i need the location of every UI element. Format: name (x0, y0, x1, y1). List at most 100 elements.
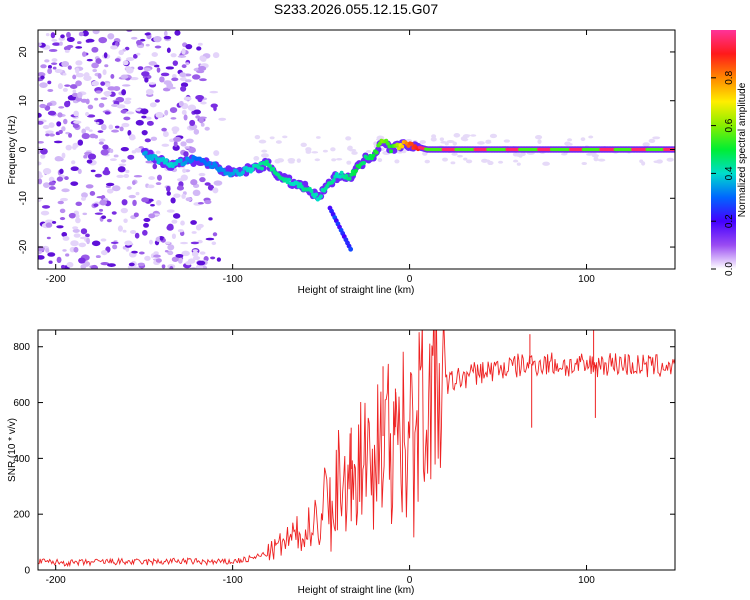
noise-speckle (45, 133, 50, 137)
signal-mark (344, 173, 349, 178)
noise-speckle (51, 58, 58, 62)
noise-speckle (73, 110, 79, 117)
noise-speckle (155, 150, 161, 154)
noise-speckle (102, 144, 109, 150)
noise-speckle (183, 114, 188, 121)
noise-speckle (105, 182, 115, 187)
noise-speckle (42, 125, 50, 130)
noise-speckle (46, 236, 51, 240)
noise-speckle (191, 231, 197, 234)
noise-speckle (213, 150, 220, 156)
noise-speckle (199, 251, 206, 255)
noise-speckle (163, 35, 172, 40)
noise-speckle (98, 208, 104, 212)
noise-speckle (666, 157, 674, 162)
noise-speckle (136, 39, 142, 46)
bottom-y-tick-label: 0 (24, 566, 30, 577)
noise-speckle (38, 174, 44, 179)
noise-speckle (61, 61, 70, 68)
noise-speckle (94, 212, 103, 215)
noise-speckle (51, 39, 58, 42)
noise-speckle (193, 128, 200, 135)
noise-speckle (64, 49, 70, 53)
noise-speckle (62, 72, 67, 76)
noise-speckle (208, 217, 213, 221)
noise-speckle (451, 152, 458, 156)
noise-speckle (45, 33, 50, 37)
noise-speckle (38, 72, 46, 77)
noise-speckle (166, 47, 171, 53)
noise-speckle (68, 132, 73, 138)
noise-speckle (170, 117, 177, 120)
noise-speckle (48, 260, 53, 264)
noise-speckle (442, 157, 448, 162)
noise-speckle (54, 68, 63, 74)
noise-speckle (91, 80, 100, 86)
top-x-axis-label: Height of straight line (km) (298, 285, 415, 296)
noise-speckle (169, 265, 174, 269)
noise-speckle (311, 151, 319, 154)
noise-speckle (107, 86, 116, 91)
noise-speckle (73, 120, 82, 124)
signal-mark (221, 168, 226, 173)
noise-speckle (85, 233, 90, 238)
noise-speckle (75, 201, 82, 206)
signal-mark (250, 167, 255, 172)
noise-speckle (71, 160, 76, 165)
noise-speckle (210, 256, 216, 260)
noise-speckle (114, 58, 121, 62)
noise-speckle (107, 263, 116, 267)
noise-speckle (59, 41, 63, 46)
noise-speckle (166, 191, 171, 196)
noise-speckle (145, 88, 154, 95)
noise-speckle (200, 122, 205, 127)
noise-speckle (597, 158, 606, 162)
noise-speckle (195, 224, 202, 231)
noise-speckle (586, 153, 593, 156)
noise-speckle (95, 58, 102, 64)
noise-speckle (144, 77, 149, 83)
noise-speckle (91, 62, 99, 69)
noise-speckle (503, 139, 511, 143)
noise-speckle (78, 257, 86, 264)
noise-speckle (53, 140, 63, 144)
noise-speckle (174, 30, 181, 36)
noise-speckle (104, 167, 109, 174)
noise-speckle (181, 109, 187, 116)
noise-speckle (134, 147, 142, 153)
noise-speckle (56, 121, 62, 127)
noise-speckle (118, 163, 127, 167)
noise-speckle (49, 133, 55, 137)
noise-speckle (59, 208, 66, 214)
noise-speckle (93, 203, 99, 208)
signal-mark (264, 159, 269, 164)
noise-speckle (135, 191, 140, 196)
signal-mark (161, 156, 166, 161)
noise-speckle (185, 197, 193, 202)
noise-speckle (125, 247, 130, 252)
signal-mark (309, 189, 314, 194)
signal-mark (189, 158, 194, 163)
noise-speckle (87, 153, 97, 160)
noise-speckle (153, 251, 159, 256)
noise-speckle (148, 176, 155, 180)
noise-speckle (126, 186, 132, 190)
bottom-y-tick-label: 600 (13, 398, 30, 409)
signal-mark (213, 163, 218, 168)
noise-speckle (103, 52, 108, 59)
noise-speckle (64, 176, 69, 181)
signal-mark (371, 153, 376, 158)
noise-speckle (62, 87, 68, 92)
noise-speckle (185, 43, 193, 50)
noise-speckle (98, 37, 108, 44)
noise-speckle (195, 264, 204, 269)
noise-speckle (141, 71, 150, 77)
noise-speckle (100, 262, 110, 266)
noise-speckle (61, 152, 66, 159)
noise-speckle (120, 109, 128, 114)
noise-speckle (155, 258, 162, 263)
noise-speckle (113, 154, 119, 158)
snr-series-line (38, 330, 675, 568)
noise-speckle (77, 139, 84, 146)
noise-speckle (114, 125, 120, 129)
